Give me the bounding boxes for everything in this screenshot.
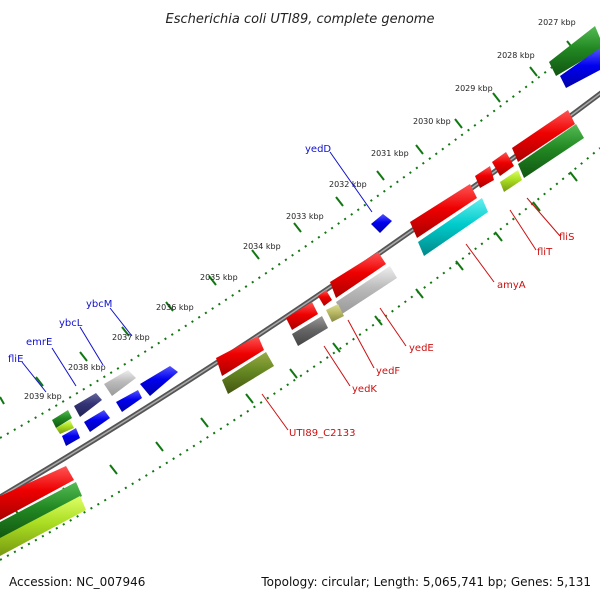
tick-label: 2039 kbp: [24, 392, 62, 401]
tick-label: 2033 kbp: [286, 212, 324, 221]
tick-label: 2037 kbp: [112, 333, 150, 342]
gene-feature[interactable]: [292, 316, 328, 346]
gene-label-yedF: yedF: [376, 366, 400, 377]
gene-label-emrE: emrE: [26, 337, 52, 348]
tick-label: 2031 kbp: [371, 149, 409, 158]
gene-feature[interactable]: [418, 198, 488, 256]
gene-feature[interactable]: [0, 496, 86, 556]
gene-feature[interactable]: [62, 428, 80, 446]
gene-feature[interactable]: [116, 390, 142, 412]
genome-title: Escherichia coli UTI89, complete genome: [166, 12, 435, 27]
accession-text: Accession: NC_007946: [9, 575, 145, 589]
tick-label: 2028 kbp: [497, 51, 535, 60]
gene-feature[interactable]: [492, 152, 514, 176]
gene-feature[interactable]: [84, 410, 110, 432]
gene-feature[interactable]: [512, 110, 575, 162]
gene-feature[interactable]: [318, 290, 332, 306]
gene-feature[interactable]: [518, 124, 584, 178]
gene-feature[interactable]: [560, 48, 600, 88]
tick-label: 2036 kbp: [156, 303, 194, 312]
gene-label-yedD: yedD: [305, 144, 331, 155]
tick-label: 2038 kbp: [68, 363, 106, 372]
gene-feature[interactable]: [549, 26, 600, 76]
reverse-labels: fliS fliT amyA yedE yedF yedK UTI89_C213…: [289, 232, 574, 439]
gene-feature[interactable]: [74, 393, 102, 417]
gene-feature[interactable]: [500, 170, 522, 192]
gene-feature[interactable]: [410, 184, 477, 238]
gene-feature[interactable]: [475, 166, 494, 188]
gene-label-amyA: amyA: [497, 280, 526, 291]
gene-feature[interactable]: [286, 302, 318, 330]
gene-feature[interactable]: [371, 214, 392, 233]
gene-feature[interactable]: [56, 420, 74, 434]
gene-feature[interactable]: [0, 482, 82, 540]
tick-label: 2035 kbp: [200, 273, 238, 282]
gene-feature[interactable]: [216, 336, 264, 376]
gene-feature[interactable]: [52, 410, 72, 428]
tick-label: 2034 kbp: [243, 242, 281, 251]
gene-label-fliE: fliE: [8, 354, 23, 365]
gene-label-UTI89_C2133: UTI89_C2133: [289, 428, 356, 439]
forward-features[interactable]: [52, 26, 600, 446]
reverse-leader-lines: [261, 197, 561, 431]
tick-label: 2027 kbp: [538, 18, 576, 27]
forward-leader-lines: [21, 151, 373, 393]
tick-label: 2032 kbp: [329, 180, 367, 189]
tick-labels: 2027 kbp 2028 kbp 2029 kbp 2030 kbp 2031…: [24, 18, 576, 401]
gene-feature[interactable]: [330, 252, 386, 298]
gene-feature[interactable]: [104, 370, 136, 396]
gene-feature[interactable]: [222, 352, 274, 394]
outer-tick-ring: [0, 29, 600, 439]
gene-label-fliT: fliT: [537, 247, 553, 258]
gene-feature[interactable]: [336, 266, 397, 314]
reverse-features[interactable]: [0, 110, 584, 556]
gene-label-yedE: yedE: [409, 343, 434, 354]
tick-label: 2029 kbp: [455, 84, 493, 93]
gene-feature[interactable]: [0, 466, 74, 520]
gene-label-ybcL: ybcL: [59, 318, 83, 329]
forward-labels: yedD ybcM ybcL emrE fliE: [8, 144, 331, 365]
gene-feature[interactable]: [140, 366, 178, 396]
gene-label-yedK: yedK: [352, 384, 377, 395]
tick-label: 2030 kbp: [413, 117, 451, 126]
gene-label-fliS: fliS: [559, 232, 574, 243]
gene-label-ybcM: ybcM: [86, 299, 112, 310]
genome-summary-text: Topology: circular; Length: 5,065,741 bp…: [260, 575, 591, 589]
gene-feature[interactable]: [326, 304, 344, 322]
inner-tick-ring: [0, 147, 600, 561]
